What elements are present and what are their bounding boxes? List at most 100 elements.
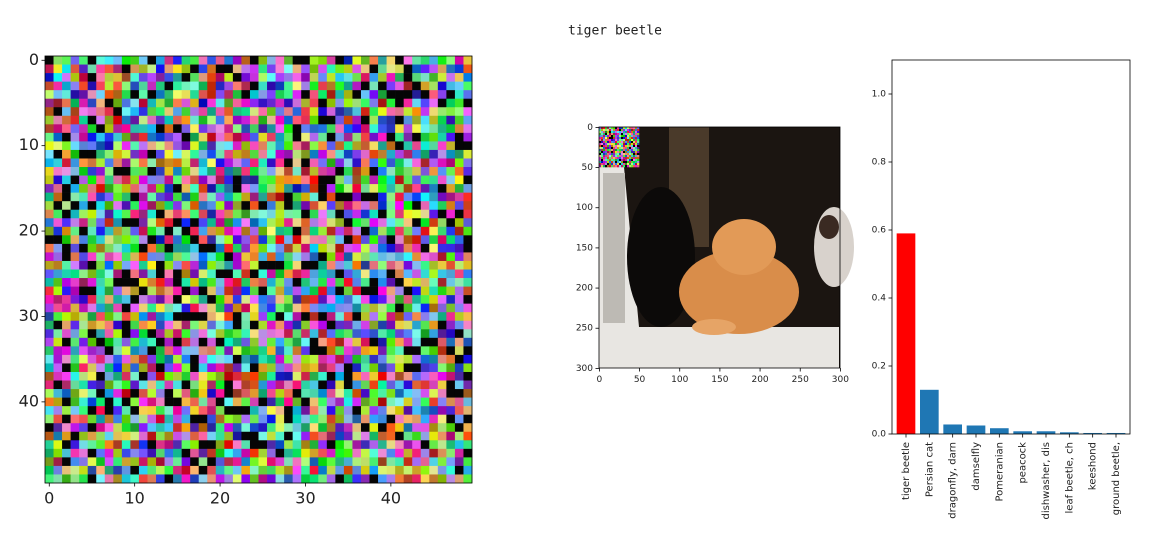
noise-pixel xyxy=(207,107,217,117)
noise-pixel xyxy=(343,380,353,390)
noise-pixel xyxy=(121,465,131,475)
noise-pixel xyxy=(138,201,148,211)
noise-pixel xyxy=(70,226,80,236)
noise-pixel xyxy=(301,192,311,202)
noise-pixel xyxy=(215,175,225,185)
noise-pixel xyxy=(62,406,71,415)
noise-pixel xyxy=(156,73,165,82)
noise-pixel xyxy=(395,406,404,415)
noise-pixel xyxy=(173,124,182,134)
noise-pixel xyxy=(335,260,345,270)
noise-pixel xyxy=(369,167,379,176)
noise-pixel xyxy=(611,127,614,130)
noise-pixel xyxy=(164,303,174,313)
noise-pixel xyxy=(352,286,362,296)
noise-pixel xyxy=(369,414,379,424)
noise-pixel xyxy=(241,201,251,211)
noise-pixel xyxy=(318,440,328,450)
noise-pixel xyxy=(301,295,311,304)
noise-pixel xyxy=(87,73,97,82)
noise-pixel xyxy=(621,145,624,148)
noise-pixel xyxy=(360,175,370,185)
noise-pixel xyxy=(429,81,439,91)
noise-pixel xyxy=(607,147,610,150)
noise-pixel xyxy=(224,56,234,65)
noise-pixel xyxy=(241,414,251,424)
noise-pixel xyxy=(629,147,632,150)
noise-pixel xyxy=(224,141,234,151)
noise-pixel xyxy=(369,235,379,245)
noise-pixel xyxy=(454,192,464,202)
noise-pixel xyxy=(369,423,379,433)
noise-pixel xyxy=(623,139,626,142)
noise-pixel xyxy=(360,354,370,364)
noise-pixel xyxy=(232,303,242,313)
noise-pixel xyxy=(79,465,88,475)
noise-pixel xyxy=(335,107,345,117)
noise-pixel xyxy=(360,431,370,441)
noise-pixel xyxy=(284,132,293,142)
noise-pixel xyxy=(326,448,336,458)
noise-pixel xyxy=(198,235,208,245)
noise-pixel xyxy=(181,243,191,253)
noise-pixel xyxy=(603,165,606,168)
noise-pixel xyxy=(198,346,208,356)
noise-pixel xyxy=(121,346,131,356)
noise-pixel xyxy=(62,397,71,407)
noise-pixel xyxy=(601,145,604,148)
noise-pixel xyxy=(360,329,370,339)
noise-pixel xyxy=(241,380,251,390)
noise-pixel xyxy=(603,143,606,146)
noise-pixel xyxy=(621,165,624,168)
noise-pixel xyxy=(360,184,370,193)
noise-pixel xyxy=(147,269,157,279)
noise-pixel xyxy=(87,414,97,424)
noise-pixel xyxy=(633,165,636,168)
noise-pixel xyxy=(335,252,345,262)
noise-pixel xyxy=(619,149,622,152)
noise-pixel xyxy=(352,201,362,211)
noise-pixel xyxy=(326,115,336,125)
noise-pixel xyxy=(96,56,106,65)
noise-pixel xyxy=(619,165,622,168)
noise-pixel xyxy=(284,269,293,279)
noise-pixel xyxy=(173,149,182,159)
noise-pixel xyxy=(603,157,606,160)
noise-pixel xyxy=(232,158,242,168)
noise-pixel xyxy=(446,226,456,236)
noise-pixel xyxy=(609,165,612,168)
noise-pixel xyxy=(623,147,626,150)
noise-pixel xyxy=(130,73,140,82)
noise-pixel xyxy=(249,337,259,347)
noise-pixel xyxy=(403,243,413,253)
noise-pixel xyxy=(318,192,328,202)
noise-pixel xyxy=(637,149,640,152)
noise-pixel xyxy=(249,218,259,228)
noise-pixel xyxy=(352,124,362,134)
noise-pixel xyxy=(181,286,191,296)
noise-pixel xyxy=(386,90,396,99)
noise-pixel xyxy=(156,337,165,347)
noise-pixel xyxy=(292,457,302,467)
noise-pixel xyxy=(156,260,165,270)
noise-pixel xyxy=(437,474,447,484)
noise-pixel xyxy=(173,201,182,211)
noise-pixel xyxy=(437,81,447,91)
noise-pixel xyxy=(378,107,387,117)
noise-pixel xyxy=(369,192,379,202)
noise-pixel xyxy=(258,252,268,262)
noise-pixel xyxy=(335,235,345,245)
noise-pixel xyxy=(275,107,285,117)
noise-pixel xyxy=(309,252,319,262)
noise-pixel xyxy=(232,184,242,193)
noise-pixel xyxy=(62,312,71,322)
noise-pixel xyxy=(607,131,610,134)
noise-pixel xyxy=(369,243,379,253)
noise-pixel xyxy=(181,457,191,467)
noise-pixel xyxy=(70,457,80,467)
noise-pixel xyxy=(96,397,106,407)
noise-pixel xyxy=(326,175,336,185)
noise-pixel xyxy=(215,107,225,117)
noise-pixel xyxy=(45,346,54,356)
noise-pixel xyxy=(70,132,80,142)
